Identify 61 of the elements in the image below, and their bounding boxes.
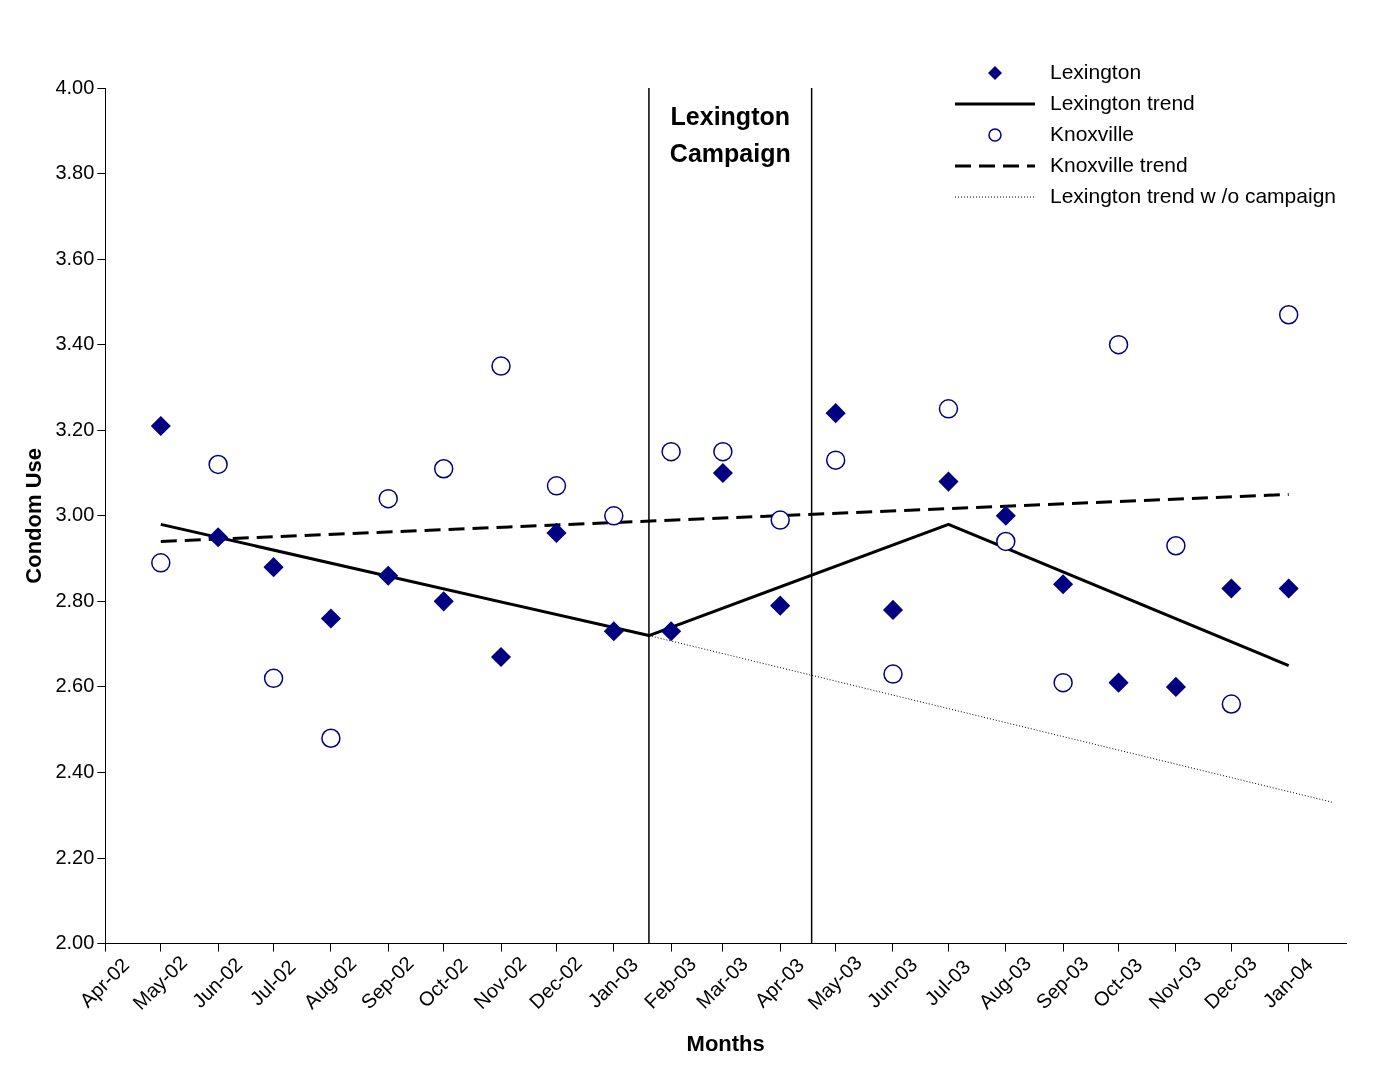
point <box>604 506 624 526</box>
point <box>825 450 846 470</box>
point <box>378 565 398 586</box>
y-axis-title: Condom Use <box>21 447 47 584</box>
point <box>546 476 567 496</box>
point <box>661 621 681 642</box>
point <box>825 403 846 423</box>
point <box>938 471 959 492</box>
point <box>1108 334 1129 355</box>
point <box>433 591 454 612</box>
y-tick-label: 3.00 <box>55 503 95 526</box>
point <box>1278 304 1299 325</box>
point <box>1221 578 1242 599</box>
y-tick-label: 3.20 <box>55 417 95 440</box>
legend-label: Lexington trend <box>1049 90 1195 114</box>
point <box>996 506 1016 526</box>
legend-label: Lexington trend w /o campaign <box>1049 183 1336 207</box>
point <box>491 356 511 376</box>
y-tick-label: 3.40 <box>55 332 95 355</box>
point <box>883 600 903 620</box>
point <box>883 664 903 684</box>
legend-label: Knoxville <box>1049 121 1135 145</box>
point <box>263 668 284 689</box>
x-axis-title: Months <box>686 1030 765 1056</box>
legend-label: Knoxville trend <box>1049 152 1188 176</box>
y-tick-label: 2.60 <box>55 674 95 697</box>
point <box>604 621 624 642</box>
point <box>1166 536 1186 556</box>
y-tick-label: 2.80 <box>55 588 95 611</box>
y-tick-label: 2.00 <box>55 931 95 954</box>
point <box>1278 578 1299 599</box>
point <box>770 510 790 530</box>
point <box>1108 672 1129 693</box>
point <box>321 608 341 629</box>
point <box>208 527 228 547</box>
legend-label: Lexington <box>1049 59 1142 83</box>
point <box>938 399 959 419</box>
point <box>151 553 171 573</box>
annotation: Lexington Campaign <box>669 101 791 167</box>
point <box>546 523 567 543</box>
point <box>263 557 284 577</box>
point <box>1166 677 1186 697</box>
y-tick-label: 2.40 <box>55 760 95 782</box>
point <box>378 488 398 509</box>
point <box>713 463 733 483</box>
point <box>1053 672 1073 693</box>
point <box>433 458 454 479</box>
point <box>1053 574 1073 594</box>
point <box>996 531 1016 552</box>
y-tick-label: 3.80 <box>55 161 95 184</box>
point <box>491 647 511 667</box>
point <box>713 441 733 462</box>
point <box>1221 694 1242 714</box>
y-tick-label: 3.60 <box>55 246 95 269</box>
point <box>151 416 171 436</box>
point <box>770 595 790 616</box>
point <box>208 454 228 475</box>
point <box>661 441 681 462</box>
y-tick-label: 4.00 <box>55 75 95 98</box>
point <box>321 728 341 749</box>
y-tick-label: 2.20 <box>55 845 95 868</box>
